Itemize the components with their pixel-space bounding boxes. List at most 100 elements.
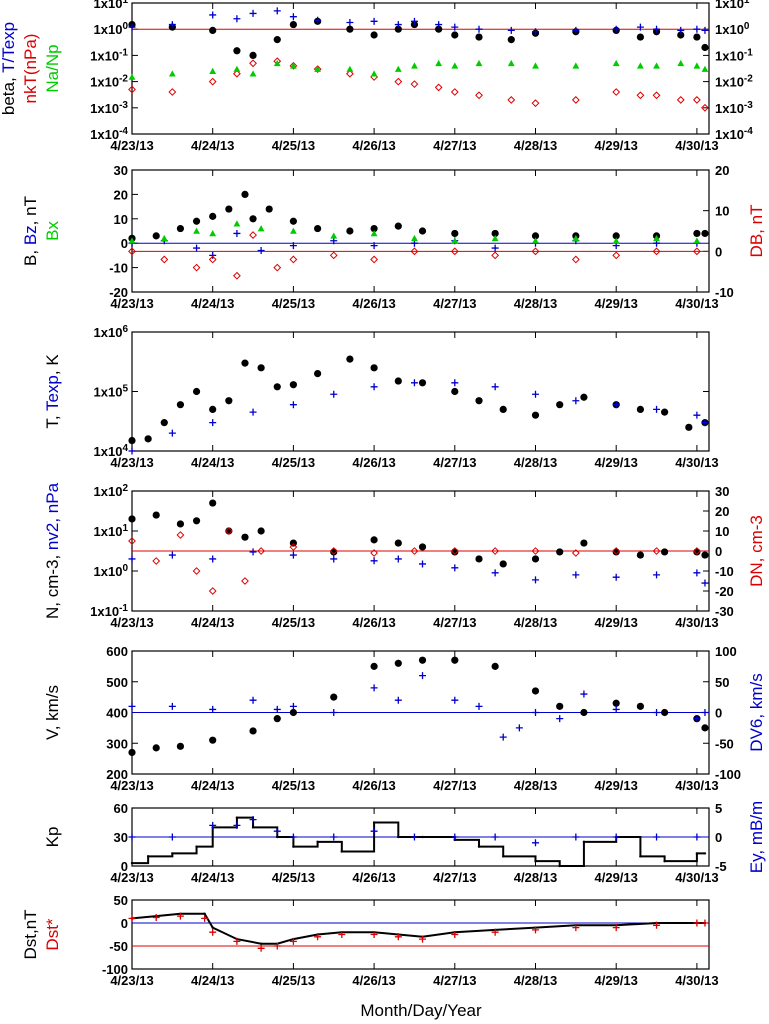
data-point <box>225 205 233 213</box>
data-point <box>531 709 539 716</box>
data-point <box>314 16 322 24</box>
data-point <box>410 379 418 387</box>
data-point <box>273 59 281 67</box>
data-point <box>693 237 701 244</box>
data-point <box>499 405 507 414</box>
data-point <box>394 21 402 29</box>
y-tick-label: 0 <box>121 916 128 931</box>
data-point <box>435 21 443 29</box>
y-axis-label: Kp <box>43 827 62 848</box>
x-tick-label: 4/30/13 <box>675 973 718 988</box>
y2-axis-label: DB, nT <box>747 205 766 258</box>
data-point <box>676 96 685 104</box>
y2-tick-label: 10 <box>715 204 729 219</box>
x-tick-label: 4/30/13 <box>675 615 718 630</box>
data-point <box>612 251 621 260</box>
data-point <box>411 234 418 242</box>
data-point <box>612 401 620 409</box>
data-point <box>208 77 217 86</box>
data-point <box>128 73 136 80</box>
data-point <box>451 387 459 396</box>
data-point <box>249 548 257 556</box>
data-point <box>233 821 241 829</box>
data-point <box>701 65 709 72</box>
data-point <box>491 547 500 555</box>
data-point <box>475 91 483 100</box>
data-point <box>502 855 505 858</box>
data-point <box>146 855 150 858</box>
data-point <box>534 859 537 863</box>
data-point <box>491 662 499 670</box>
data-point <box>370 230 378 237</box>
x-tick-label: 4/26/13 <box>352 778 395 793</box>
y2-tick-label: -30 <box>715 604 734 619</box>
y2-tick-label: 20 <box>715 504 729 519</box>
x-tick-label: 4/25/13 <box>272 138 315 153</box>
data-point <box>209 736 217 744</box>
data-point <box>209 212 217 220</box>
data-point <box>677 59 685 67</box>
data-point <box>235 816 239 819</box>
panel-5: 4/23/13 4/24/13 4/25/13 4/26/13 4/27/13 4/28/… <box>43 644 766 793</box>
data-point <box>128 237 136 244</box>
data-point <box>201 914 209 922</box>
data-point <box>653 234 660 242</box>
data-point <box>370 242 378 250</box>
data-point <box>653 921 661 929</box>
data-point <box>289 833 297 841</box>
data-point <box>251 826 255 829</box>
data-point <box>176 520 185 528</box>
data-point <box>612 232 620 240</box>
x-tick-label: 4/27/13 <box>433 973 476 988</box>
data-point <box>394 659 402 667</box>
data-point <box>653 571 661 579</box>
data-point <box>249 816 257 824</box>
data-point <box>168 429 176 437</box>
data-point <box>209 499 217 507</box>
data-point <box>572 397 580 405</box>
data-point <box>532 237 539 244</box>
y-axis-label: T, Texp, K <box>43 354 62 429</box>
data-point <box>346 355 354 363</box>
y-tick-label: 1x10-2 <box>90 74 128 90</box>
data-point <box>636 702 645 710</box>
data-point <box>692 96 701 104</box>
data-point <box>273 263 282 272</box>
data-point <box>507 59 515 67</box>
y2-tick-label: -100 <box>715 767 741 782</box>
data-point <box>257 547 266 555</box>
data-point <box>346 25 354 33</box>
data-point <box>663 859 666 863</box>
data-point <box>410 247 419 256</box>
data-point <box>639 855 642 858</box>
data-point <box>499 560 507 568</box>
data-point <box>652 547 661 555</box>
data-point <box>289 20 297 29</box>
data-point <box>701 103 709 112</box>
series-1 <box>128 17 709 60</box>
data-point <box>703 852 707 855</box>
data-point <box>273 36 281 44</box>
y-tick-label: 1x10-4 <box>90 126 128 142</box>
data-point <box>257 225 265 232</box>
y-tick-label: 200 <box>106 767 128 782</box>
data-point <box>128 85 136 94</box>
data-point <box>370 70 378 77</box>
data-point <box>265 205 273 213</box>
data-point <box>257 527 265 535</box>
data-point <box>701 919 709 927</box>
series-1 <box>130 912 707 945</box>
y2-tick-label: 30 <box>715 484 729 499</box>
data-point <box>128 537 136 545</box>
y-tick-label: 1x102 <box>94 483 129 499</box>
data-point <box>580 393 588 401</box>
data-point <box>652 247 661 256</box>
y-axis-label: nkT(nPa) <box>21 34 40 104</box>
data-point <box>370 17 378 25</box>
data-point <box>152 511 160 519</box>
panel-7: 4/23/13 4/24/13 4/25/13 4/26/13 4/27/13 4/28/… <box>21 893 719 988</box>
data-point <box>273 383 281 391</box>
data-point <box>571 255 580 264</box>
plot-frame <box>131 899 710 970</box>
data-point <box>193 244 201 252</box>
